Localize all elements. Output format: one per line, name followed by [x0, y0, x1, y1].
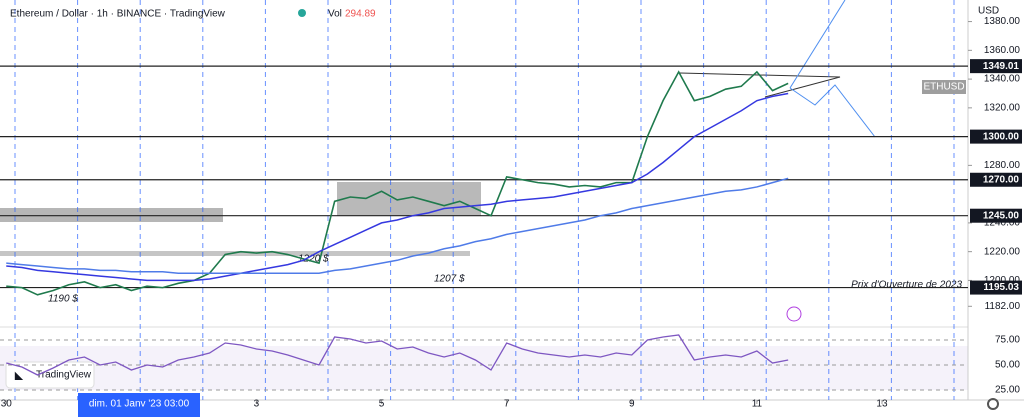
y-tick-label: 1360.00 — [984, 45, 1021, 56]
brand: TradingView — [36, 370, 92, 381]
status-dot — [298, 9, 306, 17]
y-tick-label: 1380.00 — [984, 16, 1021, 27]
projection — [789, 0, 846, 89]
volume-label: Vol — [328, 9, 342, 20]
x-tick-label: 30 — [1, 399, 13, 410]
level-tag — [970, 280, 1022, 295]
rsi-tick-label: 50.00 — [995, 360, 1020, 371]
price-line — [6, 70, 789, 296]
rsi-tick-label: 75.00 — [995, 335, 1020, 346]
annotation: 1207 $ — [434, 274, 465, 285]
title: Ethereum / Dollar · 1h · BINANCE · Tradi… — [10, 9, 226, 20]
y-tick-label: 1200.00 — [984, 275, 1021, 286]
level-label: 1300.00 — [983, 131, 1020, 142]
crosshair-label: dim. 01 Janv '23 03:00 — [89, 399, 190, 410]
y-tick-label: 1320.00 — [984, 102, 1021, 113]
rsi-line — [6, 334, 789, 376]
x-tick-label: 13 — [876, 399, 888, 410]
currency: USD — [978, 6, 999, 17]
y-tick-label: 1182.00 — [985, 301, 1021, 312]
symbol: ETHUSD — [923, 82, 964, 93]
annotation: 1190 $ — [48, 294, 78, 305]
x-tick-label: 9 — [629, 399, 635, 410]
rsi-band — [0, 346, 968, 390]
flash-icon[interactable] — [786, 306, 802, 322]
settings-icon[interactable] — [987, 398, 999, 410]
x-tick-label: 7 — [504, 399, 510, 410]
symbol-tag — [922, 80, 966, 94]
level-tag — [970, 59, 1022, 74]
triangle — [679, 72, 841, 98]
x-tick-label: 11 — [752, 399, 763, 410]
zone — [337, 182, 481, 216]
level-tag — [970, 172, 1022, 187]
price-line — [6, 177, 789, 274]
zone — [0, 208, 223, 222]
crosshair-tag — [78, 393, 200, 417]
projection — [789, 84, 876, 138]
brand-badge — [5, 361, 95, 389]
y-tick-label: 1220.00 — [984, 246, 1021, 257]
annotation: Prix d'Ouverture de 2023 — [851, 280, 962, 291]
x-tick-label: 3 — [254, 399, 260, 410]
rsi-tick-label: 25.00 — [995, 385, 1020, 396]
x-tick-label: 5 — [379, 399, 385, 410]
level-tag — [970, 208, 1022, 223]
level-label: 1349.01 — [983, 61, 1020, 72]
brand-logo: ◣ — [14, 371, 24, 382]
level-label: 1195.03 — [983, 282, 1019, 293]
y-tick-label: 1240.00 — [984, 218, 1021, 229]
annotation: 1220 $ — [298, 254, 329, 265]
y-tick-label: 1280.00 — [984, 160, 1021, 171]
level-label: 1270.00 — [983, 174, 1020, 185]
price-line — [6, 92, 789, 282]
volume-value: 294.89 — [345, 9, 376, 20]
level-tag — [970, 129, 1022, 144]
y-tick-label: 1340.00 — [984, 74, 1021, 85]
level-label: 1245.00 — [983, 210, 1020, 221]
